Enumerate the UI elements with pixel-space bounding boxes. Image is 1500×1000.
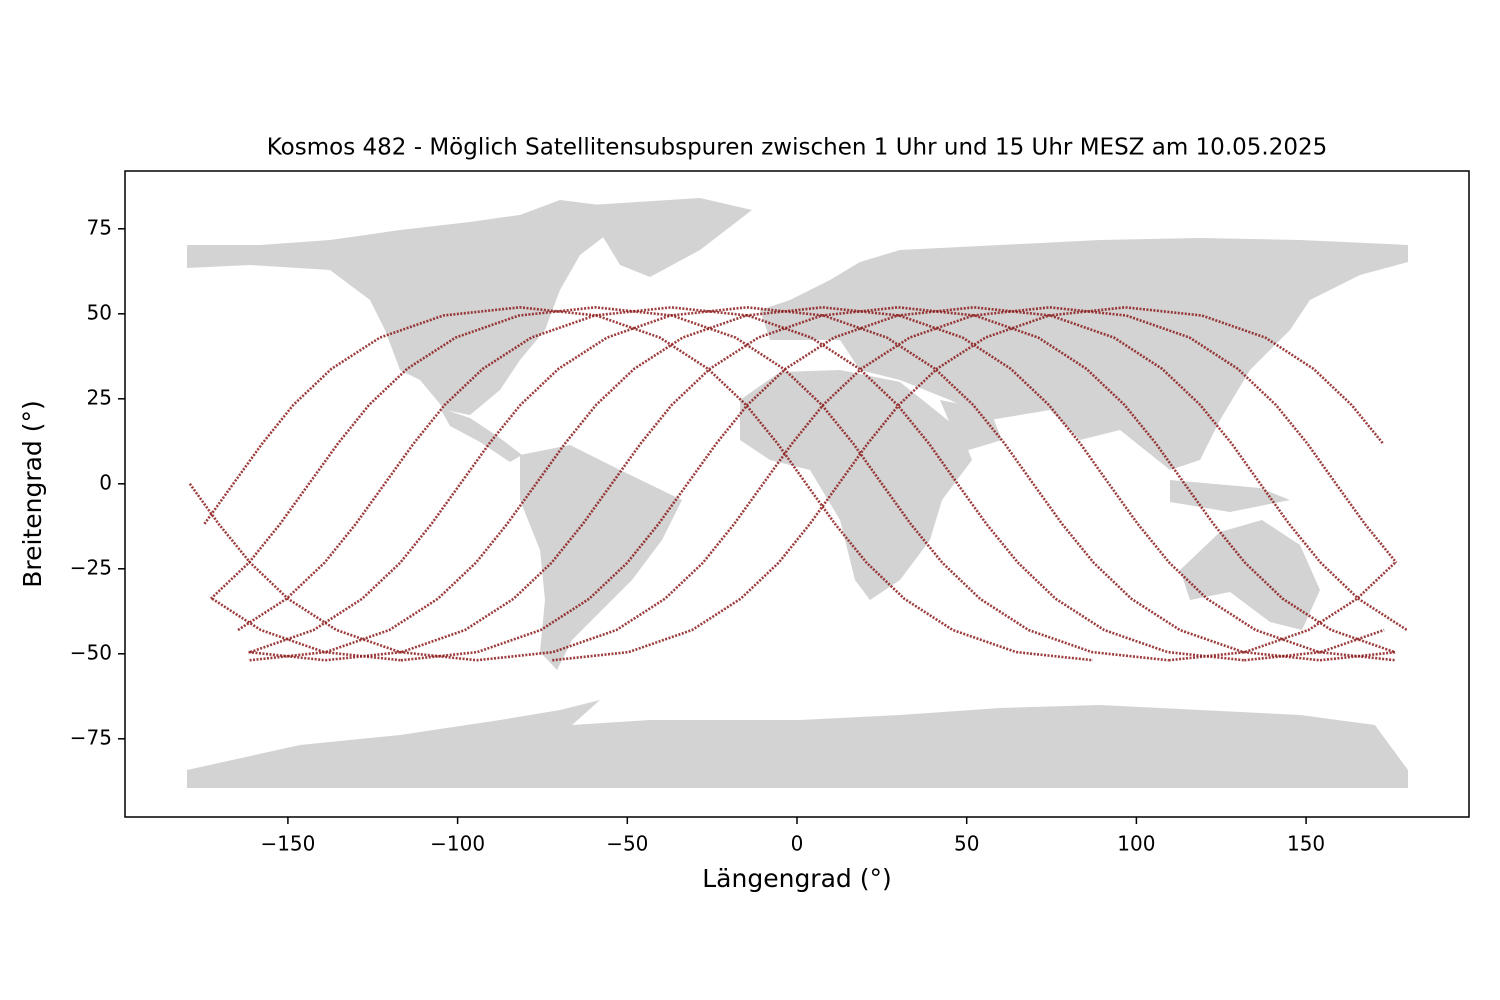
x-tick-label: −50: [606, 832, 648, 856]
ground-track: [237, 306, 1397, 662]
y-tick-label: 25: [87, 385, 112, 409]
x-tick-label: 150: [1287, 832, 1325, 856]
australia: [1180, 520, 1320, 630]
y-tick-label: −75: [70, 725, 112, 749]
x-tick-label: −150: [260, 832, 315, 856]
y-tick-label: 75: [87, 215, 112, 239]
chart-title: Kosmos 482 - Möglich Satellitensubspuren…: [267, 135, 1328, 161]
x-tick-label: −100: [430, 832, 485, 856]
land: [187, 198, 1408, 788]
x-tick-label: 50: [954, 832, 979, 856]
ground-track: [209, 306, 1385, 662]
y-tick-label: −25: [70, 555, 112, 579]
south-america: [520, 445, 682, 670]
ground-track: [188, 306, 1385, 662]
x-tick-label: 0: [791, 832, 804, 856]
tracks: [188, 306, 1408, 662]
y-tick-label: 0: [99, 470, 112, 494]
arabia: [940, 400, 1002, 452]
eurasia: [760, 238, 1408, 470]
arctic-islands: [470, 200, 600, 242]
greenland: [590, 198, 752, 277]
indonesia: [1170, 480, 1290, 512]
x-axis-label: Längengrad (°): [702, 864, 891, 893]
ground-track: [211, 306, 1398, 662]
antarctica: [187, 700, 1408, 788]
africa: [740, 370, 972, 600]
north-america: [187, 208, 610, 415]
y-tick-label: 50: [87, 300, 112, 324]
x-tick-label: 100: [1117, 832, 1155, 856]
ground-track: [248, 306, 1408, 662]
ground-track: [249, 306, 1396, 662]
ground-track: [249, 306, 1321, 662]
y-axis-label: Breitengrad (°): [18, 400, 47, 588]
central-america: [440, 408, 522, 462]
ground-track: [203, 306, 1396, 662]
y-tick-label: −50: [70, 640, 112, 664]
